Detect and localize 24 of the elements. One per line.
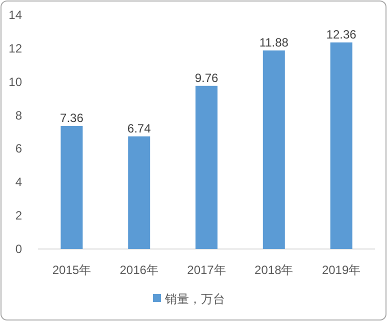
bar [128,136,150,249]
data-label: 9.76 [194,70,218,85]
y-tick-label: 6 [15,142,22,156]
x-tick-label: 2017年 [187,263,226,277]
y-tick-label: 2 [15,208,22,223]
bar [60,126,83,249]
y-tick-label: 0 [15,242,22,256]
y-tick-label: 4 [15,175,22,190]
y-tick-label: 14 [8,8,22,22]
bar [196,86,218,249]
bar [262,50,285,249]
legend-label: 销量，万台 [164,292,225,306]
x-tick-label: 2019年 [322,263,361,277]
y-tick-label: 12 [8,41,22,56]
data-label: 6.74 [127,121,152,136]
data-label: 7.36 [60,110,84,125]
bar [330,42,352,249]
x-tick-label: 2015年 [52,263,92,277]
data-label: 12.36 [326,27,357,42]
x-tick-label: 2018年 [254,263,294,277]
data-label: 11.88 [259,35,289,50]
x-tick-label: 2016年 [120,263,158,277]
y-tick-label: 8 [15,108,22,122]
y-tick-label: 10 [8,74,22,89]
